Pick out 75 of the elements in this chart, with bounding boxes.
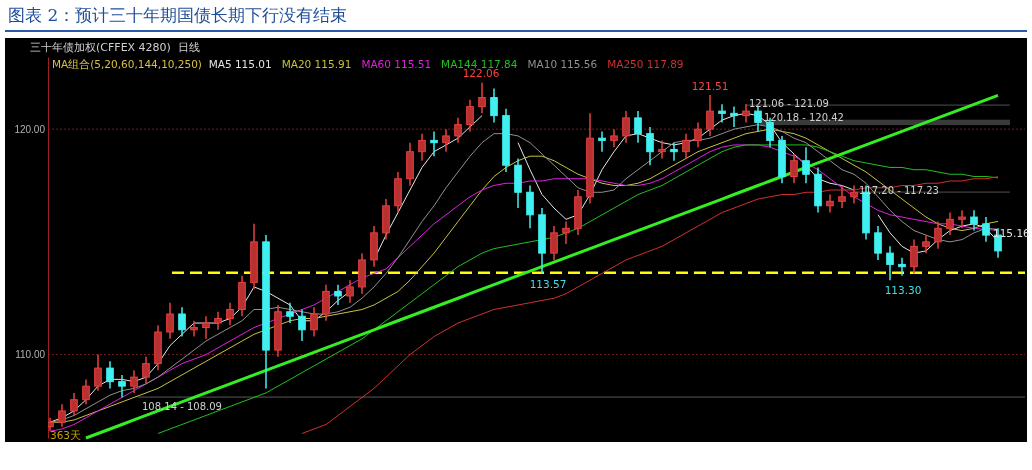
y-tick-label: 110.00 bbox=[15, 349, 46, 361]
candlestick bbox=[790, 153, 798, 184]
candlestick bbox=[898, 256, 906, 277]
candlestick bbox=[598, 130, 606, 153]
candlestick bbox=[838, 184, 846, 209]
candlestick bbox=[418, 132, 426, 162]
candlestick bbox=[550, 225, 558, 261]
candlestick bbox=[730, 105, 738, 128]
candlestick bbox=[106, 360, 114, 390]
y-tick-label: 120.00 bbox=[14, 123, 46, 135]
candlestick bbox=[322, 283, 330, 322]
candlestick bbox=[742, 103, 750, 124]
candlestick bbox=[190, 320, 198, 338]
candlestick bbox=[910, 238, 918, 275]
candlestick bbox=[298, 308, 306, 342]
candlestick bbox=[610, 128, 618, 148]
candlestick bbox=[430, 130, 438, 157]
candlestick bbox=[706, 94, 714, 137]
candlestick bbox=[694, 121, 702, 148]
candlestick bbox=[622, 110, 630, 144]
legend-title: MA组合(5,20,60,144,10,250) bbox=[52, 58, 209, 70]
candlestick bbox=[118, 374, 126, 399]
candlestick bbox=[682, 132, 690, 160]
candlestick bbox=[490, 87, 498, 124]
text: MA20 115.91 bbox=[281, 58, 362, 70]
candlestick bbox=[754, 105, 762, 133]
candlestick bbox=[286, 301, 294, 324]
candlestick bbox=[970, 209, 978, 232]
candlestick bbox=[346, 279, 354, 304]
candlestick bbox=[982, 216, 990, 243]
text: MA10 115.56 bbox=[527, 58, 608, 70]
candlestick bbox=[58, 403, 66, 428]
band-label: 121.06 - 121.09 bbox=[749, 97, 829, 109]
candlestick bbox=[850, 184, 858, 205]
candlestick bbox=[478, 81, 486, 115]
candlestick bbox=[202, 315, 210, 340]
chart-subtitle: 三十年债加权(CFFEX 4280) 日线 bbox=[30, 41, 200, 54]
candlestick bbox=[946, 211, 954, 236]
annotation: 113.57 bbox=[529, 278, 567, 291]
annotation: 113.30 bbox=[884, 284, 922, 297]
candlestick bbox=[130, 369, 138, 394]
candlestick bbox=[646, 126, 654, 166]
candlestick bbox=[178, 306, 186, 338]
candlestick bbox=[958, 209, 966, 230]
candlestick bbox=[166, 301, 174, 340]
candlestick bbox=[562, 220, 570, 245]
candlestick bbox=[886, 245, 894, 281]
candlestick bbox=[658, 139, 666, 160]
candlestick bbox=[442, 128, 450, 153]
candlestick bbox=[718, 103, 726, 124]
candlestick bbox=[922, 234, 930, 254]
annotation: 121.51 bbox=[691, 80, 729, 92]
band-label: 120.18 - 120.42 bbox=[764, 111, 844, 123]
candlestick bbox=[934, 220, 942, 250]
candlestick bbox=[94, 353, 102, 392]
text: MA250 117.89 bbox=[607, 58, 694, 70]
candlestick bbox=[454, 117, 462, 144]
candlestick bbox=[70, 392, 78, 417]
candlestick bbox=[874, 225, 882, 261]
annotation: 363天 bbox=[50, 429, 82, 441]
candlestick bbox=[142, 356, 150, 385]
candlestick bbox=[214, 311, 222, 331]
candlestick bbox=[466, 99, 474, 133]
text: MA5 115.01 bbox=[208, 58, 282, 70]
candlestick bbox=[82, 378, 90, 405]
candlestick bbox=[526, 184, 534, 230]
chart-title: 图表 2：预计三十年期国债长期下行没有结束 bbox=[8, 5, 348, 25]
candlestick bbox=[826, 193, 834, 214]
text: MA60 115.51 bbox=[361, 58, 442, 70]
candlestick bbox=[670, 141, 678, 162]
candlestick bbox=[310, 306, 318, 338]
candlestick bbox=[634, 110, 642, 144]
candlestick bbox=[226, 301, 234, 327]
candlestick bbox=[802, 146, 810, 184]
candlestick bbox=[334, 283, 342, 306]
